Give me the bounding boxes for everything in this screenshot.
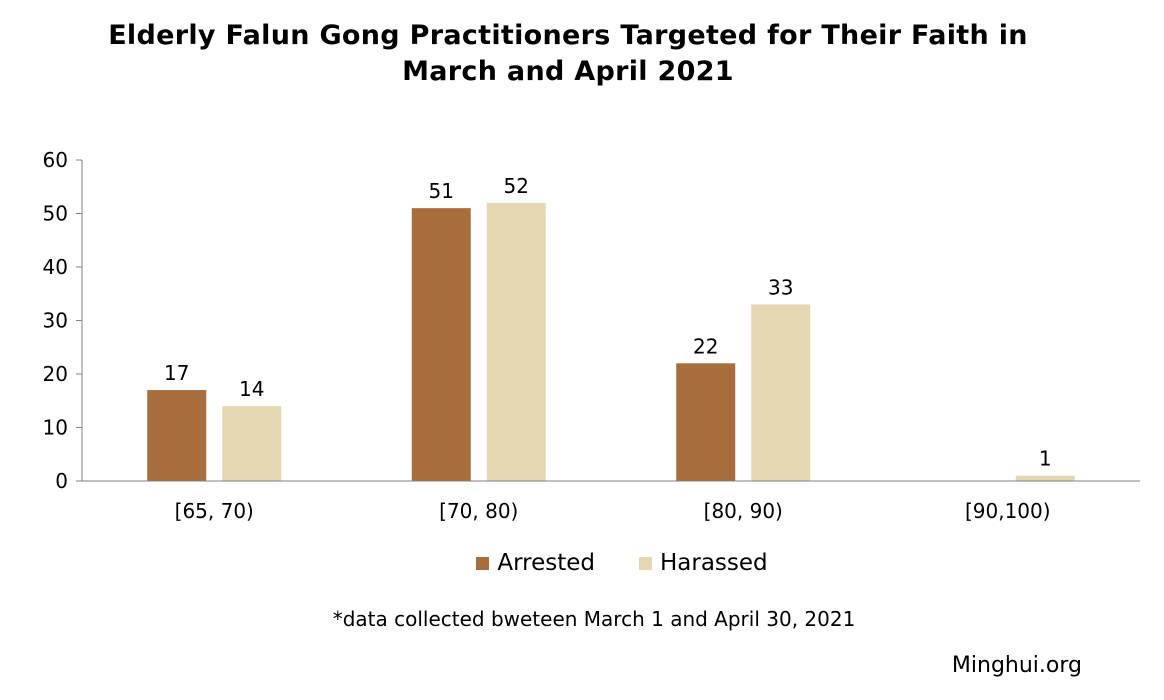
y-tick-label: 60 <box>43 148 68 172</box>
x-tick-label: [90,100) <box>965 499 1051 523</box>
axes <box>81 160 1140 482</box>
y-tick-label: 50 <box>43 202 68 226</box>
data-label-harassed-2: 33 <box>768 275 793 299</box>
footnote: *data collected bweteen March 1 and Apri… <box>332 607 856 631</box>
legend-item-harassed: Harassed <box>638 550 768 576</box>
data-labels: 17 51 22 14 52 33 1 <box>164 174 1052 471</box>
bar-harassed-3 <box>1015 475 1075 481</box>
legend-item-arrested: Arrested <box>476 550 595 576</box>
data-label-harassed-1: 52 <box>504 174 529 198</box>
bar-arrested-1 <box>411 208 471 481</box>
chart-title: Elderly Falun Gong Practitioners Targete… <box>0 18 1136 90</box>
bar-harassed-1 <box>486 202 546 482</box>
y-tick-label: 20 <box>43 362 68 386</box>
x-tick-label: [80, 90) <box>704 499 783 523</box>
bar-harassed-0 <box>222 406 282 481</box>
legend-label-arrested: Arrested <box>497 550 595 576</box>
bar-chart: 0 10 20 30 40 50 60 17 51 22 14 52 33 1 [65, 70) [70,… <box>43 148 1140 523</box>
source-credit: Minghui.org <box>951 653 1082 678</box>
legend: Arrested Harassed <box>0 550 1164 576</box>
data-label-arrested-2: 22 <box>693 334 718 358</box>
bar-harassed-2 <box>751 304 811 481</box>
chart-title-line-1: Elderly Falun Gong Practitioners Targete… <box>108 20 1028 51</box>
data-label-harassed-0: 14 <box>239 377 264 401</box>
y-axis-ticks: 0 10 20 30 40 50 60 <box>43 148 82 493</box>
y-tick-label: 0 <box>55 469 68 493</box>
y-tick-label: 30 <box>43 309 68 333</box>
bars <box>147 202 1075 482</box>
data-label-harassed-3: 1 <box>1039 447 1052 471</box>
data-label-arrested-1: 51 <box>429 179 454 203</box>
chart-title-line-2: March and April 2021 <box>402 56 734 87</box>
legend-swatch-harassed <box>638 556 652 570</box>
x-tick-label: [65, 70) <box>175 499 254 523</box>
legend-label-harassed: Harassed <box>659 550 768 576</box>
y-tick-label: 40 <box>43 255 68 279</box>
bar-arrested-2 <box>676 363 736 481</box>
y-tick-label: 10 <box>43 416 68 440</box>
x-axis-ticks: [65, 70) [70, 80) [80, 90) [90,100) <box>175 499 1051 523</box>
x-tick-label: [70, 80) <box>439 499 518 523</box>
data-label-arrested-0: 17 <box>164 361 189 385</box>
bar-arrested-0 <box>147 390 207 481</box>
legend-swatch-arrested <box>476 556 490 570</box>
